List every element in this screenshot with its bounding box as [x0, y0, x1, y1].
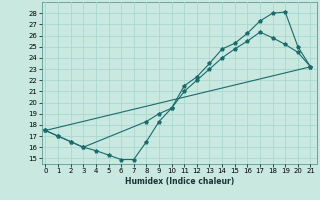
- X-axis label: Humidex (Indice chaleur): Humidex (Indice chaleur): [124, 177, 234, 186]
